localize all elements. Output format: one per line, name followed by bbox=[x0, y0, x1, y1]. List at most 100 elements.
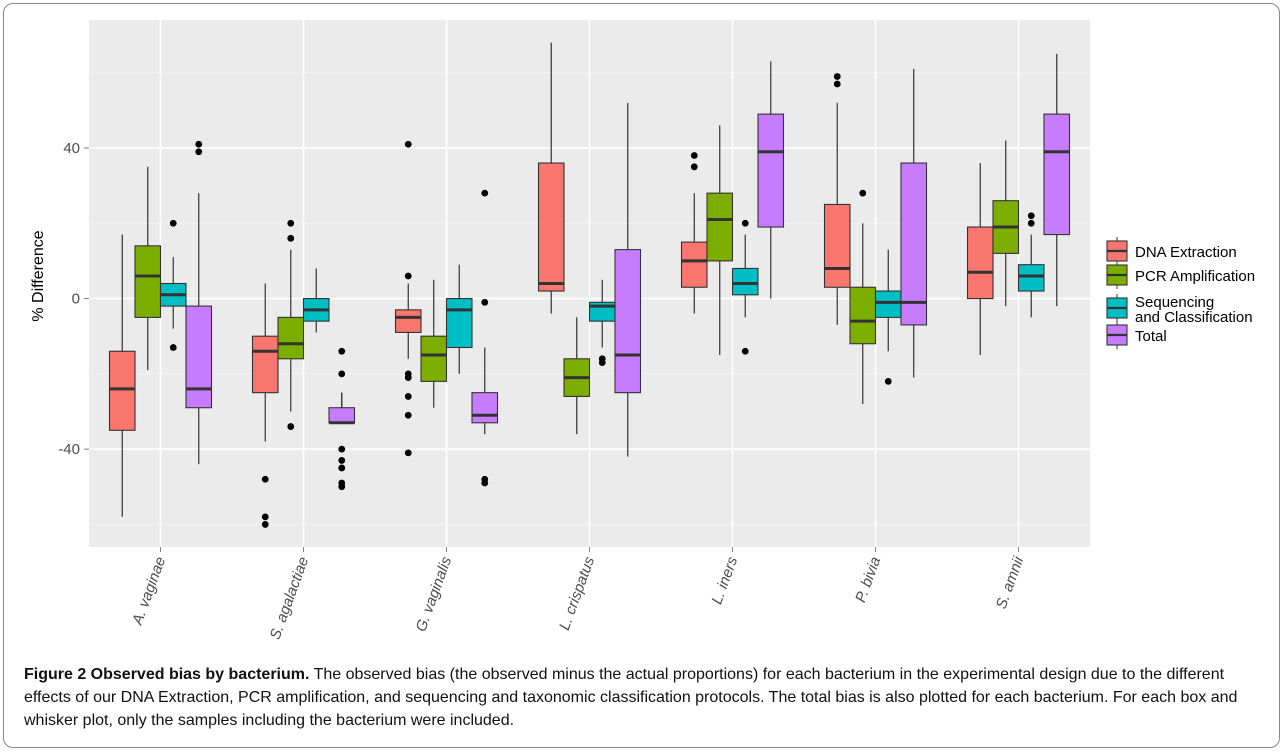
box-total bbox=[328, 347, 356, 491]
x-tick-label: L. iners bbox=[708, 554, 741, 607]
box-sequencing-and-classification bbox=[731, 219, 759, 355]
legend-label: Sequencing bbox=[1135, 294, 1214, 311]
legend-label: DNA Extraction bbox=[1135, 244, 1237, 261]
box-iqr bbox=[185, 305, 213, 409]
box-pcr-amplification bbox=[277, 219, 305, 430]
box-dna-extraction bbox=[537, 42, 565, 314]
outlier-point bbox=[195, 148, 203, 156]
box-iqr bbox=[757, 113, 785, 228]
box-pcr-amplification bbox=[706, 125, 734, 356]
outlier-point bbox=[169, 344, 177, 351]
outlier-point bbox=[859, 189, 867, 197]
outlier-point bbox=[833, 73, 841, 80]
box-pcr-amplification bbox=[849, 189, 877, 404]
box-total bbox=[900, 68, 928, 378]
caption-text: The observed bias (the observed minus th… bbox=[24, 666, 1238, 729]
outlier-point bbox=[690, 163, 698, 171]
box-iqr bbox=[849, 286, 877, 345]
legend-label: and Classification bbox=[1135, 309, 1253, 326]
x-tick-label: S. amnii bbox=[993, 554, 1028, 611]
box-iqr bbox=[614, 249, 642, 394]
box-dna-extraction bbox=[966, 163, 994, 356]
outlier-point bbox=[404, 374, 412, 382]
box-iqr bbox=[823, 203, 851, 288]
box-pcr-amplification bbox=[992, 140, 1020, 307]
y-axis-label: % Difference bbox=[30, 230, 47, 321]
box-dna-extraction bbox=[394, 140, 422, 457]
x-tick-label: G. vaginalis bbox=[412, 554, 455, 634]
box-iqr bbox=[445, 298, 473, 349]
outlier-point bbox=[1027, 219, 1035, 227]
legend-item: DNA Extraction bbox=[1106, 237, 1237, 265]
outlier-point bbox=[481, 189, 489, 197]
box-total bbox=[185, 140, 213, 465]
figure-caption: Figure 2 Observed bias by bacterium. The… bbox=[24, 663, 1264, 732]
box-iqr bbox=[108, 350, 136, 431]
box-pcr-amplification bbox=[134, 166, 162, 371]
outlier-point bbox=[404, 449, 412, 457]
y-tick-label: -40 bbox=[58, 441, 80, 458]
box-iqr bbox=[471, 392, 499, 424]
box-sequencing-and-classification bbox=[1017, 212, 1045, 318]
box-sequencing-and-classification bbox=[302, 268, 330, 333]
outlier-point bbox=[261, 475, 269, 483]
box-sequencing-and-classification bbox=[874, 249, 902, 385]
outlier-point bbox=[481, 479, 489, 487]
outlier-point bbox=[690, 152, 698, 159]
outlier-point bbox=[741, 347, 749, 355]
outlier-point bbox=[195, 140, 203, 148]
outlier-point bbox=[287, 234, 295, 242]
legend-label: PCR Amplification bbox=[1135, 268, 1255, 285]
x-tick-label: S. agalactiae bbox=[267, 555, 313, 642]
outlier-point bbox=[261, 521, 269, 528]
box-iqr bbox=[731, 267, 759, 296]
box-pcr-amplification bbox=[563, 317, 591, 435]
box-iqr bbox=[680, 241, 708, 288]
box-sequencing-and-classification bbox=[588, 279, 616, 366]
box-total bbox=[1043, 53, 1071, 307]
outlier-point bbox=[481, 298, 489, 306]
x-tick-label: L. crispatus bbox=[556, 554, 598, 632]
box-iqr bbox=[328, 407, 356, 424]
outlier-point bbox=[338, 370, 346, 378]
box-sequencing-and-classification bbox=[445, 264, 473, 374]
outlier-point bbox=[338, 483, 346, 491]
y-tick-label: 40 bbox=[63, 140, 80, 157]
box-iqr bbox=[134, 245, 162, 318]
box-total bbox=[757, 61, 785, 299]
outlier-point bbox=[404, 393, 412, 400]
box-iqr bbox=[1017, 264, 1045, 292]
box-iqr bbox=[420, 335, 448, 382]
x-tick-label: A. vaginae bbox=[129, 555, 170, 628]
outlier-point bbox=[404, 272, 412, 280]
outlier-point bbox=[287, 423, 295, 430]
box-pcr-amplification bbox=[420, 279, 448, 408]
x-tick-label: P. bivia bbox=[852, 555, 884, 605]
box-iqr bbox=[1043, 113, 1071, 236]
outlier-point bbox=[287, 219, 295, 227]
outlier-point bbox=[884, 377, 892, 385]
legend-label: Total bbox=[1135, 328, 1167, 345]
box-iqr bbox=[537, 162, 565, 292]
box-iqr bbox=[277, 316, 305, 360]
box-plot-chart: % Difference -40 0 40 A. vaginae S. agalacti… bbox=[30, 20, 1255, 642]
outlier-point bbox=[741, 219, 749, 227]
outlier-point bbox=[338, 347, 346, 355]
box-iqr bbox=[900, 162, 928, 326]
outlier-point bbox=[404, 411, 412, 419]
box-total bbox=[614, 102, 642, 457]
legend-item: PCR Amplification bbox=[1106, 261, 1255, 289]
box-iqr bbox=[874, 290, 902, 318]
box-dna-extraction bbox=[680, 152, 708, 314]
box-iqr bbox=[251, 335, 279, 394]
box-dna-extraction bbox=[823, 73, 851, 325]
outlier-point bbox=[338, 464, 346, 472]
box-dna-extraction bbox=[251, 283, 279, 528]
outlier-point bbox=[1027, 212, 1035, 220]
box-iqr bbox=[966, 226, 994, 300]
box-dna-extraction bbox=[108, 234, 136, 517]
box-iqr bbox=[706, 192, 734, 262]
outlier-point bbox=[404, 140, 412, 148]
outlier-point bbox=[598, 359, 606, 366]
outlier-point bbox=[338, 457, 346, 464]
